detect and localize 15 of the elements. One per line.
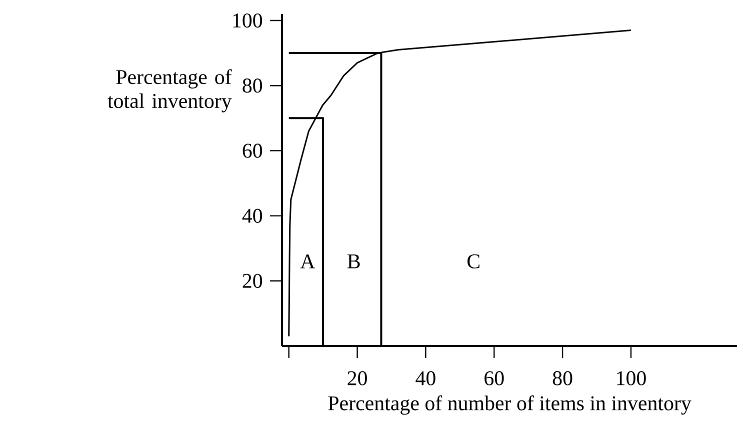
x-axis-title: Percentage of number of items in inventory bbox=[328, 395, 692, 415]
y-tick-label: 100 bbox=[233, 13, 262, 28]
y-axis-title: Percentage of total inventory bbox=[108, 69, 232, 112]
x-tick-label: 100 bbox=[617, 371, 646, 386]
x-tick-label: 20 bbox=[348, 371, 367, 386]
annotation: C bbox=[467, 254, 480, 268]
annotation: B bbox=[347, 254, 360, 268]
y-tick-label: 80 bbox=[242, 78, 262, 93]
y-tick-label: 20 bbox=[242, 274, 262, 288]
x-tick-label: 40 bbox=[416, 371, 436, 386]
y-tick-label: 60 bbox=[242, 144, 262, 158]
y-tick-label: 40 bbox=[242, 208, 262, 223]
annotation: A bbox=[300, 254, 316, 268]
x-tick-label: 80 bbox=[552, 371, 572, 386]
x-tick-label: 60 bbox=[484, 371, 504, 386]
